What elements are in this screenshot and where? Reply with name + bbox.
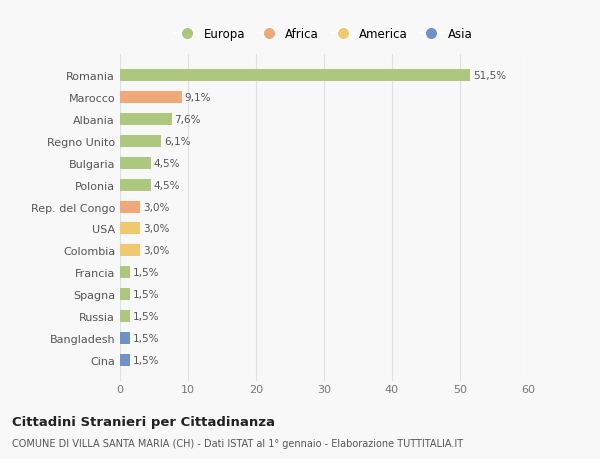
Bar [120, 114, 172, 126]
Text: 7,6%: 7,6% [175, 115, 201, 125]
Bar [120, 92, 182, 104]
Text: 51,5%: 51,5% [473, 71, 506, 81]
Text: 1,5%: 1,5% [133, 268, 160, 278]
Legend: Europa, Africa, America, Asia: Europa, Africa, America, Asia [175, 28, 473, 41]
Bar [120, 157, 151, 169]
Text: 3,0%: 3,0% [143, 246, 169, 256]
Bar [120, 245, 140, 257]
Text: 4,5%: 4,5% [154, 180, 180, 190]
Text: 1,5%: 1,5% [133, 290, 160, 300]
Bar [120, 223, 140, 235]
Bar [120, 70, 470, 82]
Text: 1,5%: 1,5% [133, 355, 160, 365]
Text: 1,5%: 1,5% [133, 311, 160, 321]
Text: 3,0%: 3,0% [143, 224, 169, 234]
Text: 1,5%: 1,5% [133, 333, 160, 343]
Bar [120, 332, 130, 344]
Text: COMUNE DI VILLA SANTA MARIA (CH) - Dati ISTAT al 1° gennaio - Elaborazione TUTTI: COMUNE DI VILLA SANTA MARIA (CH) - Dati … [12, 438, 463, 448]
Text: 6,1%: 6,1% [164, 136, 191, 146]
Bar [120, 310, 130, 322]
Text: 9,1%: 9,1% [185, 93, 211, 103]
Bar [120, 354, 130, 366]
Text: Cittadini Stranieri per Cittadinanza: Cittadini Stranieri per Cittadinanza [12, 415, 275, 428]
Bar [120, 289, 130, 301]
Bar [120, 179, 151, 191]
Bar [120, 201, 140, 213]
Text: 4,5%: 4,5% [154, 158, 180, 168]
Bar [120, 135, 161, 147]
Text: 3,0%: 3,0% [143, 202, 169, 212]
Bar [120, 267, 130, 279]
